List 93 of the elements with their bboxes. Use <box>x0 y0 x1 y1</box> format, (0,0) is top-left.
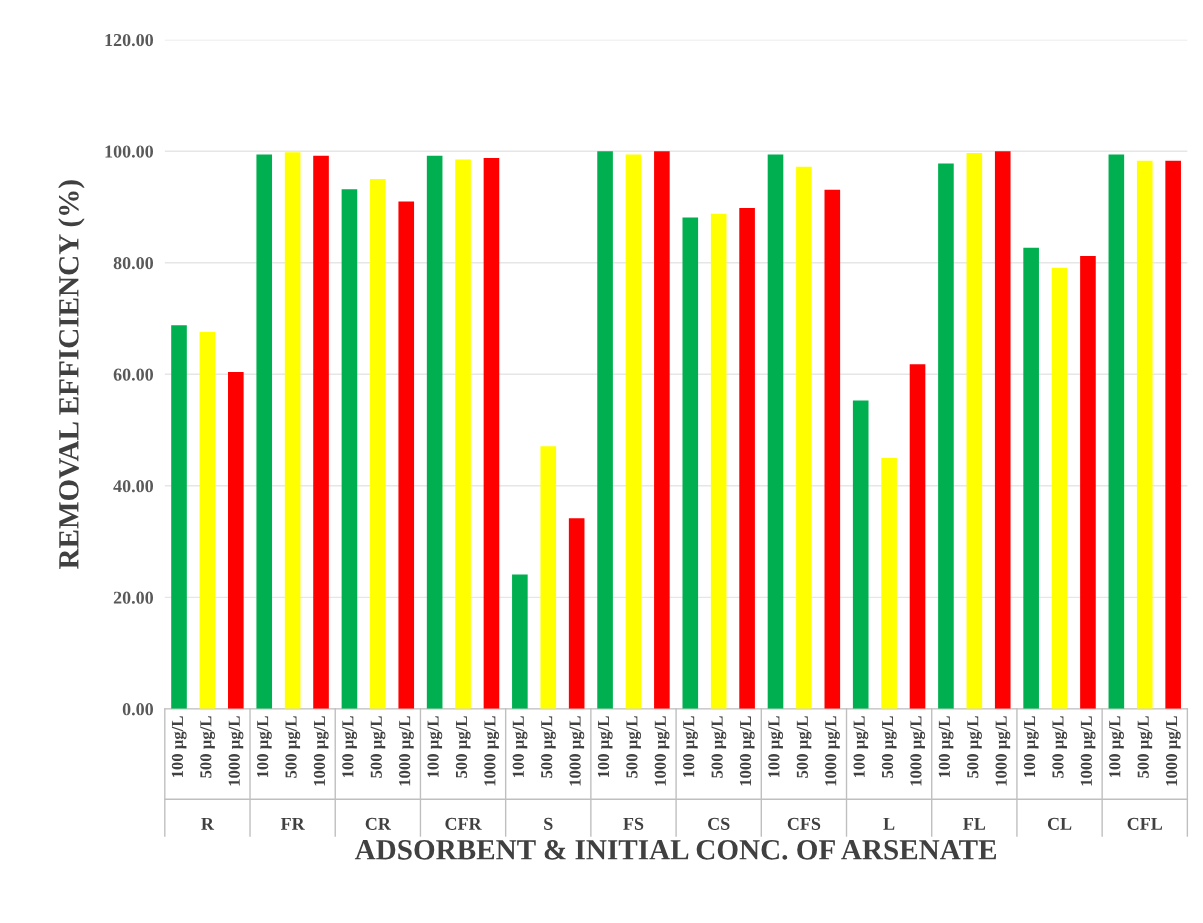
bar <box>824 189 841 709</box>
text: 500 µg/L <box>1137 716 1153 778</box>
y-axis-title: REMOVAL EFFICIENCY (%) <box>58 180 85 570</box>
x-tick-label: FL <box>963 817 986 830</box>
x-tick-label: L <box>883 817 895 830</box>
bar <box>994 151 1011 709</box>
text: 500 µg/L <box>541 716 556 778</box>
text: 1000 µg/L <box>910 716 926 786</box>
bar <box>1023 247 1039 709</box>
text: 500 µg/L <box>200 716 215 778</box>
bar <box>852 400 869 709</box>
bar <box>512 574 528 709</box>
text: 1000 µg/L <box>739 716 755 786</box>
bar <box>881 457 897 709</box>
bar <box>710 213 727 709</box>
bar <box>398 201 415 709</box>
bar <box>171 325 187 709</box>
bar <box>966 152 983 709</box>
bar <box>1108 154 1125 709</box>
bar <box>796 166 812 709</box>
bar <box>767 154 784 709</box>
text: 100 µg/L <box>257 716 272 778</box>
text: 100 µg/L <box>1109 716 1124 778</box>
text: 100 µg/L <box>342 716 357 778</box>
x-tick-label: CR <box>365 817 392 830</box>
y-tick-label: 100.00 <box>105 145 154 158</box>
text: 1000 µg/L <box>995 716 1011 786</box>
bar <box>455 159 471 709</box>
bar <box>370 179 386 709</box>
text: 500 µg/L <box>455 716 471 778</box>
bar <box>1051 267 1068 709</box>
x-tick-label: CFS <box>787 817 821 830</box>
x-tick-label: FR <box>280 817 305 830</box>
x-tick-label: S <box>544 817 553 830</box>
y-tick-label: 80.00 <box>113 257 154 270</box>
text: 100 µg/L <box>938 716 954 778</box>
bar <box>256 154 273 709</box>
text: 500 µg/L <box>370 716 386 778</box>
text: 1000 µg/L <box>654 716 670 786</box>
text: 100 µg/L <box>1023 716 1039 778</box>
text: 100 µg/L <box>768 716 784 778</box>
text: 1000 µg/L <box>399 716 414 786</box>
x-tick-label: CFR <box>445 817 482 830</box>
bar <box>483 157 500 709</box>
text: 500 µg/L <box>881 716 897 778</box>
bar <box>1080 256 1096 709</box>
bar <box>625 154 642 709</box>
text: 1000 µg/L <box>1080 716 1096 786</box>
bar <box>341 189 358 709</box>
bar <box>909 364 926 709</box>
text: 500 µg/L <box>967 716 982 778</box>
x-tick-label: CS <box>708 817 730 830</box>
y-tick-label: 60.00 <box>113 368 154 381</box>
text: 1000 µg/L <box>228 716 244 786</box>
text: 1000 µg/L <box>825 716 840 786</box>
x-tick-label: CFL <box>1127 817 1163 830</box>
bar <box>199 331 216 709</box>
bar <box>739 208 755 709</box>
text: 500 µg/L <box>285 716 301 778</box>
x-tick-label: CL <box>1047 817 1072 830</box>
text: 500 µg/L <box>796 716 812 778</box>
y-tick-label: 0.00 <box>122 703 154 716</box>
bar <box>597 151 613 709</box>
text: 1000 µg/L <box>1165 716 1181 786</box>
bar <box>1136 160 1153 709</box>
text: 100 µg/L <box>512 716 528 778</box>
y-tick-label: 40.00 <box>113 480 154 493</box>
y-tick-label: 20.00 <box>113 591 154 604</box>
bar <box>682 217 699 709</box>
text: 1000 µg/L <box>569 716 585 786</box>
bar <box>284 152 301 709</box>
bar <box>938 163 954 709</box>
bar <box>568 518 585 709</box>
bar <box>1165 160 1181 709</box>
text: 100 µg/L <box>853 716 869 778</box>
x-tick-label: R <box>201 817 215 830</box>
bar <box>654 151 670 709</box>
bar <box>540 446 557 709</box>
text: 100 µg/L <box>171 716 187 778</box>
text: 100 µg/L <box>597 716 613 778</box>
x-axis-title: ADSORBENT & INITIAL CONC. OF ARSENATE <box>354 839 997 860</box>
y-tick-label: 120.00 <box>105 33 154 47</box>
text: 100 µg/L <box>427 716 443 778</box>
text: 500 µg/L <box>1052 716 1068 778</box>
text: 500 µg/L <box>711 716 727 778</box>
x-tick-label: FS <box>623 817 644 830</box>
text: 100 µg/L <box>683 716 698 778</box>
bar <box>426 155 443 709</box>
text: 1000 µg/L <box>484 716 500 786</box>
bar <box>313 155 329 709</box>
text: 1000 µg/L <box>313 716 329 786</box>
text: 500 µg/L <box>626 716 642 778</box>
bar <box>228 372 244 709</box>
